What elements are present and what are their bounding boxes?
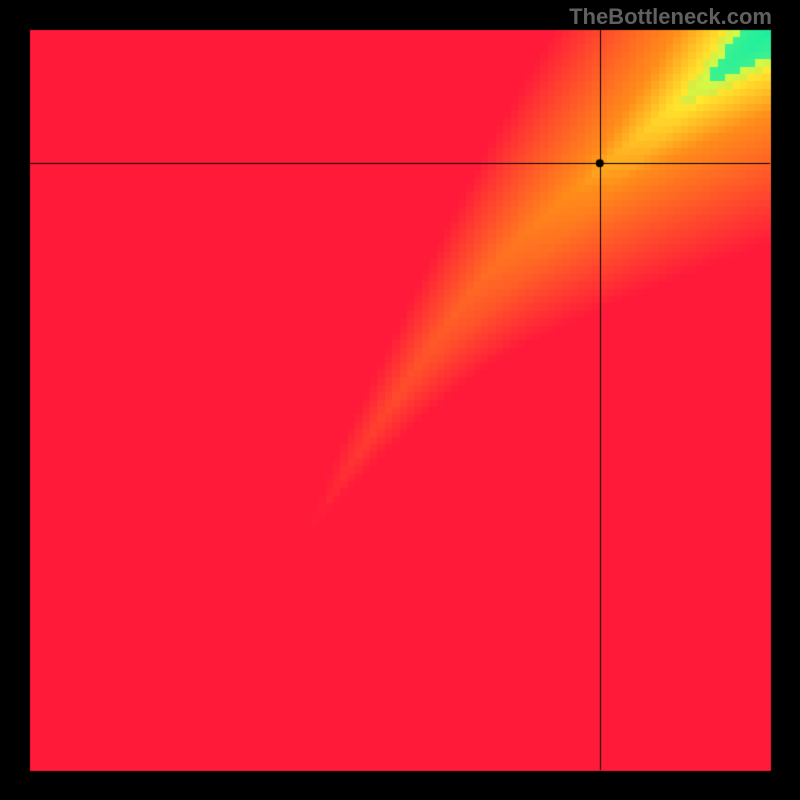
watermark-text: TheBottleneck.com	[569, 4, 772, 30]
bottleneck-heatmap	[0, 0, 800, 800]
chart-container: TheBottleneck.com	[0, 0, 800, 800]
